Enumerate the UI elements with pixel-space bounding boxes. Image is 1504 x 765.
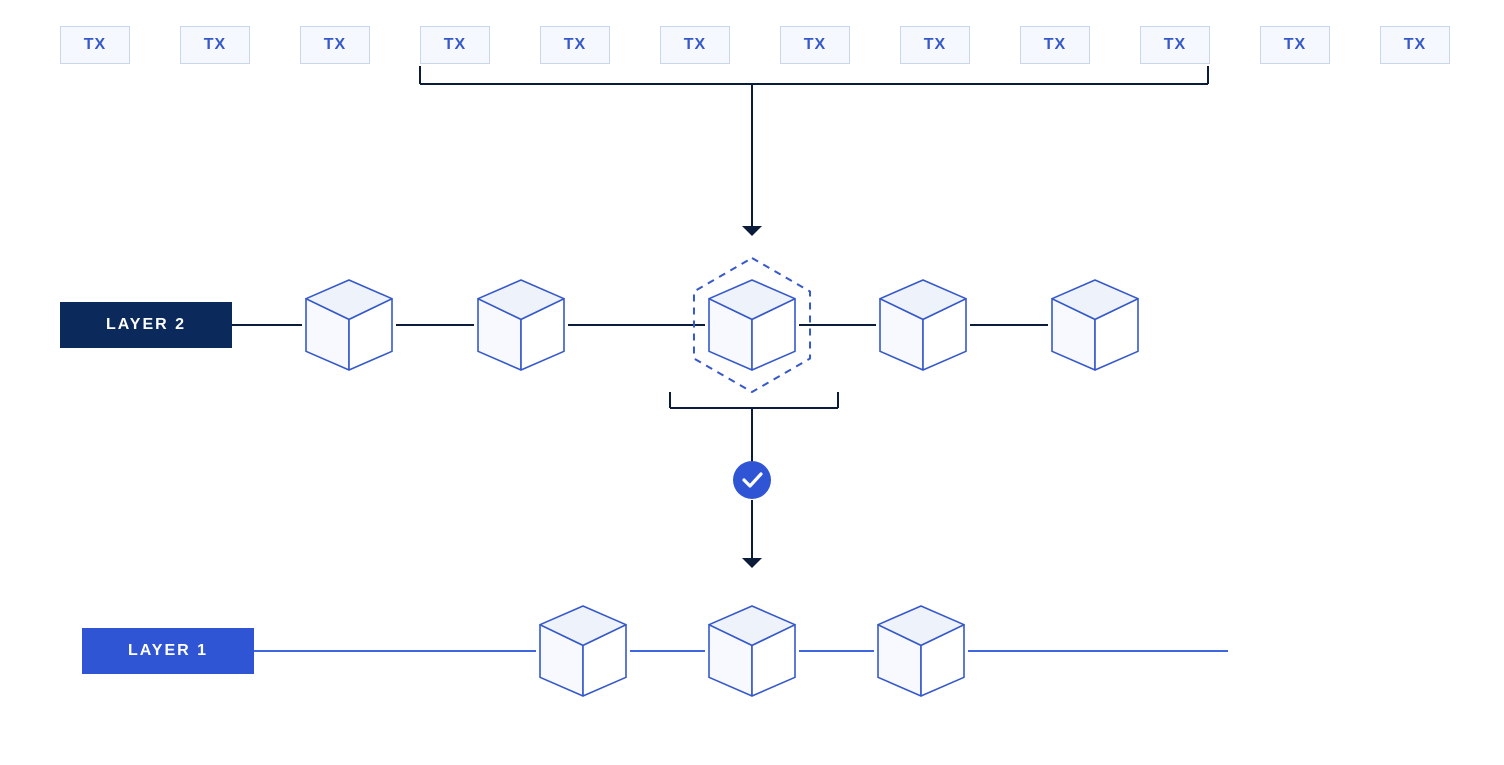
highlighted-block-hex (681, 254, 823, 396)
tx-box: TX (1140, 26, 1210, 64)
layer1-block (536, 604, 630, 698)
layer2-block (876, 278, 970, 372)
layer1-block (705, 604, 799, 698)
tx-box: TX (900, 26, 970, 64)
tx-box: TX (540, 26, 610, 64)
layer2-block (474, 278, 568, 372)
layer2-label: LAYER 2 (60, 302, 232, 348)
tx-box: TX (420, 26, 490, 64)
layer1-block (874, 604, 968, 698)
tx-box: TX (780, 26, 850, 64)
tx-box: TX (1380, 26, 1450, 64)
tx-box: TX (1260, 26, 1330, 64)
layer2-block (1048, 278, 1142, 372)
tx-box: TX (60, 26, 130, 64)
layer1-label: LAYER 1 (82, 628, 254, 674)
tx-box: TX (180, 26, 250, 64)
layer2-block (302, 278, 396, 372)
tx-box: TX (660, 26, 730, 64)
tx-box: TX (1020, 26, 1090, 64)
tx-box: TX (300, 26, 370, 64)
